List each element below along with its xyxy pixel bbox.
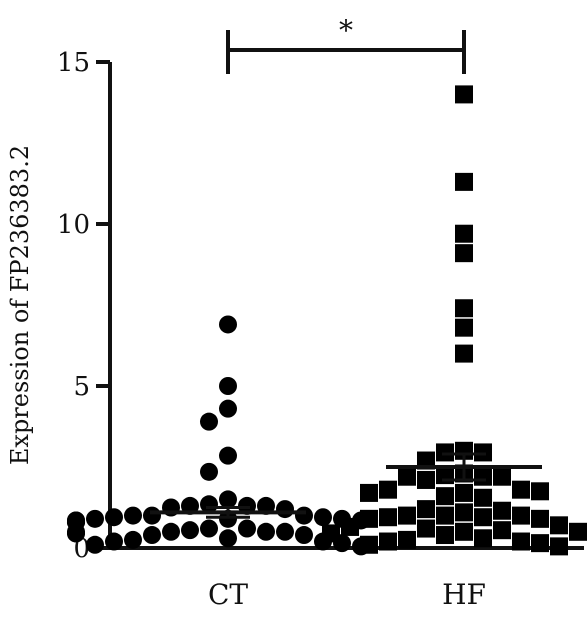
data-point-hf [360,483,378,502]
data-point-hf [436,443,454,462]
data-point-ct [219,399,237,418]
data-point-ct [219,446,237,465]
data-point-ct [219,529,237,548]
data-point-hf [417,470,435,489]
data-point-hf [379,532,397,551]
significance-asterisk: * [339,14,353,47]
data-point-ct [105,532,123,551]
data-point-ct [238,519,256,538]
data-point-hf [512,480,530,499]
data-point-hf [436,506,454,525]
data-point-ct [105,508,123,527]
data-point-hf [493,501,511,520]
data-points [67,85,587,556]
data-point-hf [531,482,549,501]
data-point-hf [322,524,340,543]
data-point-hf [455,522,473,541]
data-point-hf [455,483,473,502]
data-point-hf [455,503,473,522]
data-point-ct [86,509,104,528]
data-point-hf [398,506,416,525]
data-point-ct [276,500,294,519]
data-point-ct [219,490,237,509]
data-point-hf [455,224,473,243]
data-point-hf [493,521,511,540]
y-tick-label: 10 [57,210,90,240]
data-point-ct [295,506,313,525]
data-point-hf [531,534,549,553]
data-point-hf [550,537,568,556]
data-point-hf [417,519,435,538]
data-point-ct [143,526,161,545]
data-point-ct [181,521,199,540]
data-point-hf [360,535,378,554]
data-point-hf [474,443,492,462]
y-tick-label: 15 [57,48,90,78]
y-tick-label: 5 [73,372,90,402]
data-point-hf [474,529,492,548]
category-label-ct: CT [208,578,248,611]
data-point-ct [257,522,275,541]
data-point-hf [569,522,587,541]
data-point-hf [379,480,397,499]
data-point-hf [455,244,473,263]
data-point-hf [455,318,473,337]
data-point-ct [162,522,180,541]
data-point-ct [276,522,294,541]
data-point-hf [455,172,473,191]
data-point-hf [455,85,473,104]
data-point-hf [531,509,549,528]
data-point-hf [550,516,568,535]
category-label-hf: HF [442,578,486,611]
data-point-hf [512,532,530,551]
data-point-hf [436,526,454,545]
data-point-hf [493,467,511,486]
y-axis-title: Expression of FP236383.2 [6,145,34,465]
data-point-ct [200,412,218,431]
data-point-ct [67,524,85,543]
data-point-ct [143,506,161,525]
data-point-hf [398,467,416,486]
data-point-hf [360,509,378,528]
data-point-hf [474,508,492,527]
data-point-hf [379,508,397,527]
data-point-ct [219,315,237,334]
data-point-ct [124,530,142,549]
data-point-ct [295,526,313,545]
data-point-hf [455,299,473,318]
data-point-ct [200,462,218,481]
data-point-hf [455,344,473,363]
mean-sem-lines [150,452,542,519]
data-point-ct [219,377,237,395]
data-point-hf [474,467,492,486]
data-point-hf [512,506,530,525]
data-point-ct [86,535,104,554]
data-point-hf [417,500,435,519]
data-point-ct [124,506,142,525]
data-point-hf [341,517,359,536]
data-point-ct [314,508,332,527]
data-point-hf [474,488,492,507]
data-point-ct [200,519,218,538]
data-point-hf [436,487,454,506]
data-point-hf [398,530,416,549]
